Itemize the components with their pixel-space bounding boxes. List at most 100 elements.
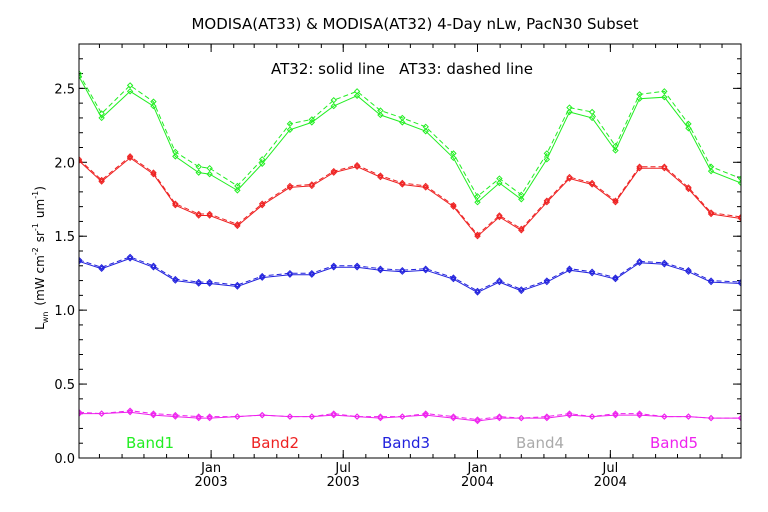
plot-frame — [78, 43, 742, 459]
band3-at33-point — [79, 256, 83, 264]
band1-at33-point — [422, 123, 429, 131]
band2-at33-point — [79, 156, 83, 163]
band5-at33-point — [685, 413, 692, 420]
band2-at33-point — [543, 197, 551, 204]
band1-point — [399, 119, 406, 126]
band2-at33-point — [588, 179, 596, 187]
y-axis-title-um: um — [33, 199, 47, 218]
band5-at33-point — [707, 414, 715, 422]
band3-at33-point — [543, 277, 551, 284]
band5-at33-point — [612, 410, 619, 417]
y-tick-label: 0.5 — [54, 378, 75, 393]
x-tick-label-month: Jan — [466, 461, 487, 476]
band1-point — [150, 102, 157, 110]
band1-point — [353, 92, 361, 99]
band1-at33-point — [399, 114, 406, 122]
band1-at33-point — [707, 163, 715, 170]
band1-point — [126, 88, 134, 95]
band3-at33-point — [258, 272, 266, 280]
y-axis-title-sub: wn — [41, 312, 50, 324]
band1-at33-point — [518, 191, 525, 199]
band2-at33-point — [206, 210, 213, 218]
band2-at33-point — [685, 184, 692, 191]
band2-at33-point — [636, 163, 643, 170]
band2-line — [79, 157, 741, 237]
band1-point — [737, 179, 741, 187]
band2-at33-point — [308, 181, 316, 188]
band1-at33-point — [150, 98, 157, 105]
band3-at33-point — [707, 277, 715, 284]
chart-title: MODISA(AT33) & MODISA(AT32) 4-Day nLw, P… — [191, 15, 638, 33]
band3-at33-point — [98, 264, 105, 271]
band2-at33-point — [126, 153, 134, 160]
band1-at33-point — [206, 164, 213, 172]
band1-point — [474, 198, 481, 206]
band1-point — [172, 153, 179, 160]
legend-label-band2: Band2 — [251, 434, 299, 452]
band3-line — [79, 257, 741, 293]
band5-at33-point — [496, 413, 503, 420]
band2-at33-point — [258, 200, 266, 207]
legend-label-band1: Band1 — [126, 434, 174, 452]
band2-at33-line — [79, 155, 741, 236]
band1-at33-point — [286, 120, 294, 128]
band3-at33-line — [79, 256, 741, 292]
band5-at33-point — [150, 410, 157, 417]
band5-at33-point — [588, 413, 596, 420]
band3-at33-point — [588, 268, 596, 275]
band1-at33-point — [685, 120, 692, 128]
band3-at33-point — [234, 281, 241, 289]
band3-at33-point — [636, 258, 643, 265]
band1-at33-point — [661, 88, 668, 95]
band3-at33-point — [422, 265, 429, 272]
band3-at33-point — [518, 286, 525, 293]
band1-point — [496, 179, 503, 187]
band2-at33-point — [737, 213, 741, 221]
band3-at33-point — [330, 262, 337, 269]
band3-at33-point — [195, 278, 202, 286]
band2-at33-point — [496, 212, 503, 219]
band3-at33-point — [399, 267, 406, 274]
band1-point — [450, 154, 457, 162]
y-tick-label: 0.0 — [54, 452, 75, 467]
y-axis-title-exp2: -1 — [31, 223, 40, 231]
band5-at33-point — [661, 413, 668, 420]
band1-at33-point — [543, 150, 551, 157]
data-series — [79, 70, 741, 425]
band5-at33-point — [206, 413, 213, 420]
band3-at33-point — [172, 275, 179, 283]
band3-at33-point — [737, 278, 741, 286]
band3-at33-point — [308, 269, 316, 277]
x-tick-label-year: 2003 — [327, 475, 360, 490]
band1-at33-point — [172, 148, 179, 156]
band2-at33-point — [612, 197, 619, 204]
legend-label-band5: Band5 — [650, 434, 698, 452]
y-tick-label: 2.5 — [54, 82, 75, 97]
band1-point — [422, 128, 429, 135]
band3-at33-point — [377, 265, 384, 272]
band2-at33-point — [195, 210, 202, 218]
band1-point — [685, 125, 692, 132]
band5-at33-point — [566, 410, 573, 417]
band1-point — [377, 111, 384, 119]
band1-at33-point — [737, 175, 741, 182]
band5-at33-point — [377, 413, 384, 420]
line-style-note: AT32: solid line AT33: dashed line — [271, 60, 533, 78]
band2-at33-point — [661, 163, 668, 170]
band1-point — [234, 187, 241, 194]
band3-at33-point — [612, 274, 619, 281]
band3-at33-point — [286, 269, 294, 277]
band1-at33-point — [308, 116, 316, 123]
legend-label-band3: Band3 — [382, 434, 430, 452]
band3-at33-point — [150, 262, 157, 269]
band1-at33-point — [330, 96, 337, 104]
y-tick-label: 1.5 — [54, 230, 75, 245]
band3-at33-point — [126, 253, 134, 261]
band3-at33-point — [474, 287, 481, 295]
band5-at33-point — [172, 411, 179, 419]
band2-at33-point — [707, 209, 715, 216]
y-axis-title-close: ) — [33, 186, 47, 191]
band1-at33-point — [98, 110, 105, 117]
y-axis-title-unit: (mW cm — [33, 255, 47, 305]
